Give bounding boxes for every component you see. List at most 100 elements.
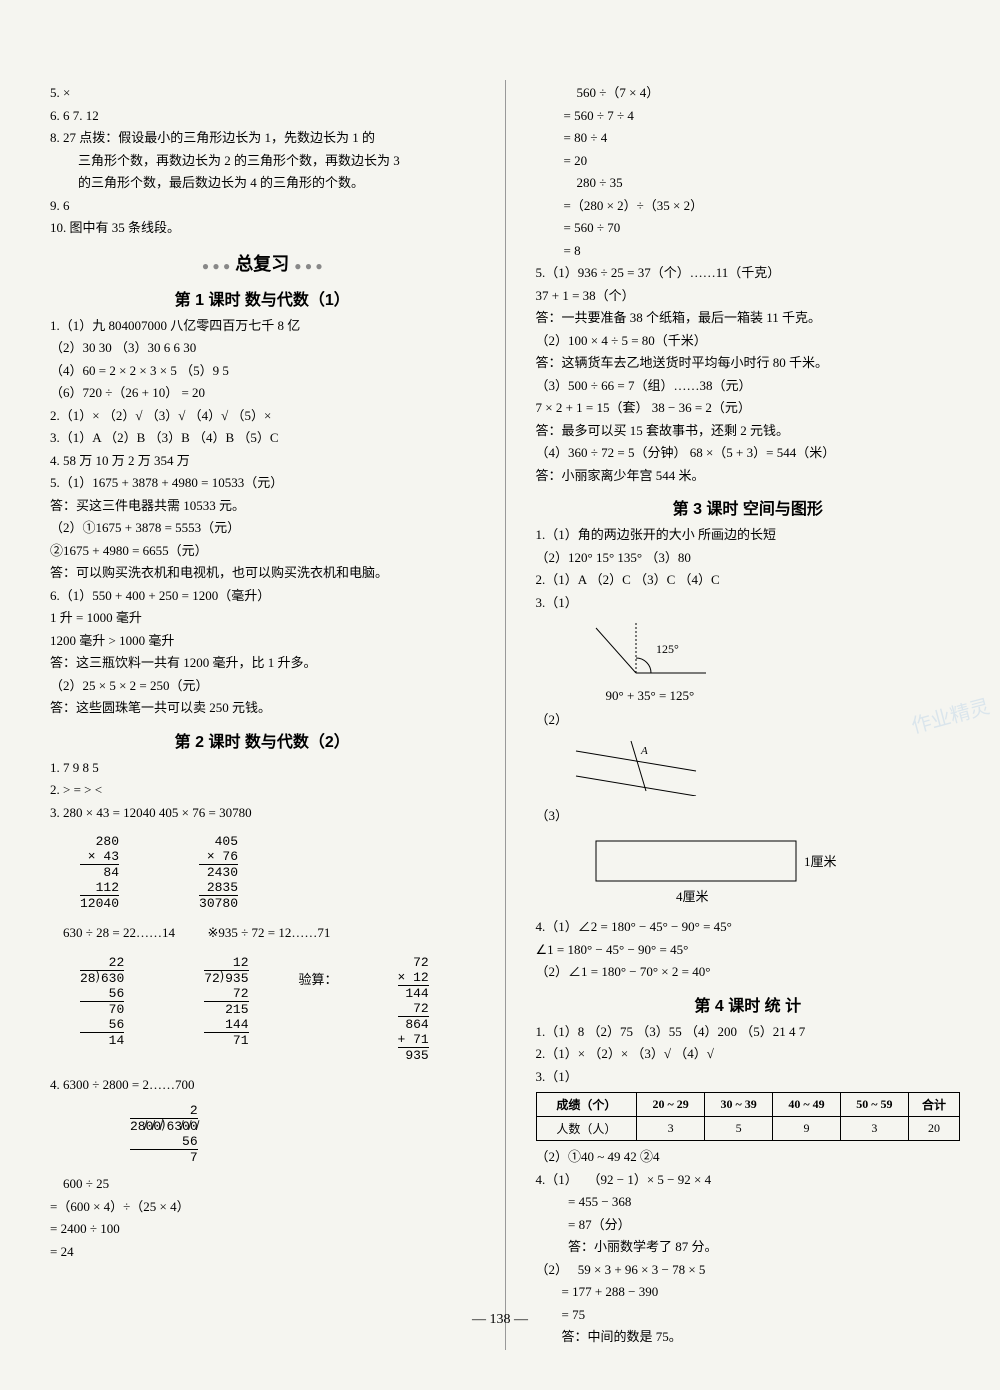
text: （3） <box>536 806 961 826</box>
text: 2.（1）× （2）× （3）√ （4）√ <box>536 1044 961 1064</box>
text: 答：可以购买洗衣机和电视机，也可以购买洗衣机和电脑。 <box>50 563 475 583</box>
verify-label: 验算： <box>299 972 338 987</box>
text: = 87（分） <box>536 1215 961 1235</box>
td: 9 <box>773 1117 841 1141</box>
dots-icon: ● ● ● <box>202 259 230 273</box>
text: 5.（1）1675 + 3878 + 4980 = 10533（元） <box>50 473 475 493</box>
text: 630 ÷ 28 = 22……14 ※935 ÷ 72 = 12……71 <box>50 923 475 943</box>
calc: = 2400 ÷ 100 <box>50 1219 475 1239</box>
text: 答：这三瓶饮料一共有 1200 毫升，比 1 升多。 <box>50 653 475 673</box>
text: 3. 280 × 43 = 12040 405 × 76 = 30780 <box>50 803 475 823</box>
text: 4.（1） （92 − 1）× 5 − 92 × 4 <box>536 1170 961 1190</box>
text: 答：中间的数是 75。 <box>536 1327 961 1347</box>
text: 答：这些圆珠笔一共可以卖 250 元钱。 <box>50 698 475 718</box>
text: （2）25 × 5 × 2 = 250（元） <box>50 676 475 696</box>
calc: = 560 ÷ 7 ÷ 4 <box>564 106 961 126</box>
page-number: — 138 — <box>472 1312 528 1328</box>
text: （2）∠1 = 180° − 70° × 2 = 40° <box>536 962 961 982</box>
text: = 455 − 368 <box>536 1192 961 1212</box>
text: 2. > = > < <box>50 780 475 800</box>
text: ②1675 + 4980 = 6655（元） <box>50 541 475 561</box>
td: 20 <box>908 1117 959 1141</box>
dots-icon: ● ● ● <box>294 259 322 273</box>
th: 合计 <box>908 1093 959 1117</box>
text: 3.（1） <box>536 593 961 613</box>
text: 7 × 2 + 1 = 15（套） 38 − 36 = 2（元） <box>536 398 961 418</box>
angle-svg: 125° <box>566 618 726 688</box>
text: （2） <box>536 710 961 730</box>
text: （6）720 ÷（26 + 10） = 20 <box>50 383 475 403</box>
text: 1.（1）8 （2）75 （3）55 （4）200 （5）21 4 7 <box>536 1022 961 1042</box>
text: 5.（1）936 ÷ 25 = 37（个）……11（千克） <box>536 263 961 283</box>
text: 5. × <box>50 83 475 103</box>
rect-height: 1厘米 <box>804 854 837 869</box>
text: = 75 <box>536 1305 961 1325</box>
text: （2）①40 ~ 49 42 ②4 <box>536 1147 961 1167</box>
text: 6.（1）550 + 400 + 250 = 1200（毫升） <box>50 586 475 606</box>
text: 4.（1）∠2 = 180° − 45° − 90° = 45° <box>536 917 961 937</box>
text: 1. 7 9 8 5 <box>50 758 475 778</box>
column-divider <box>505 80 506 1350</box>
angle-diagram: 125° 90° + 35° = 125° <box>566 618 961 704</box>
text: 答：最多可以买 15 套故事书，还剩 2 元钱。 <box>536 421 961 441</box>
text: （3）500 ÷ 66 = 7（组）……38（元） <box>536 376 961 396</box>
td: 人数（人） <box>536 1117 637 1141</box>
text: 8. 27 点拨：假设最小的三角形边长为 1，先数边长为 1 的 <box>50 128 475 148</box>
left-column: 5. × 6. 6 7. 12 8. 27 点拨：假设最小的三角形边长为 1，先… <box>50 80 475 1350</box>
parallel-svg: A <box>566 736 726 796</box>
th: 成绩（个） <box>536 1093 637 1117</box>
th: 20 ~ 29 <box>637 1093 705 1117</box>
multiplication-work: 280 × 43 84 112 12040 405 × 76 2430 2835… <box>50 828 475 917</box>
text: 答：这辆货车去乙地送货时平均每小时行 80 千米。 <box>536 353 961 373</box>
text: （4）60 = 2 × 2 × 3 × 5 （5）9 5 <box>50 361 475 381</box>
text: 9. 6 <box>50 196 475 216</box>
text: （2）100 × 4 ÷ 5 = 80（千米） <box>536 331 961 351</box>
text: （4）360 ÷ 72 = 5（分钟） 68 ×（5 + 3）= 544（米） <box>536 443 961 463</box>
text: （2）①1675 + 3878 = 5553（元） <box>50 518 475 538</box>
td: 3 <box>840 1117 908 1141</box>
text: 答：买这三件电器共需 10533 元。 <box>50 496 475 516</box>
text: 三角形个数，再数边长为 2 的三角形个数，再数边长为 3 <box>78 151 475 171</box>
calc: 560 ÷（7 × 4） <box>564 83 961 103</box>
text: = 177 + 288 − 390 <box>536 1282 961 1302</box>
text: 1200 毫升 > 1000 毫升 <box>50 631 475 651</box>
text: 1.（1）角的两边张开的大小 所画边的长短 <box>536 525 961 545</box>
text: （2）30 30 （3）30 6 6 30 <box>50 338 475 358</box>
section-title: ● ● ● 总复习 ● ● ● <box>50 250 475 276</box>
text: 3.（1）A （2）B （3）B （4）B （5）C <box>50 428 475 448</box>
text: 37 + 1 = 38（个） <box>536 286 961 306</box>
text: 答：小丽数学考了 87 分。 <box>536 1237 961 1257</box>
text: 3.（1） <box>536 1067 961 1087</box>
calc: =（600 × 4）÷（25 × 4） <box>50 1197 475 1217</box>
lesson-title: 第 3 课时 空间与图形 <box>536 495 961 519</box>
text: 的三角形个数，最后数边长为 4 的三角形的个数。 <box>78 173 475 193</box>
division-work: 2 28̸0̸0̸⟌63̸0̸0̸ 56 7 <box>130 1103 198 1165</box>
rect-width: 4厘米 <box>676 889 709 904</box>
division-work: 22 28⟌630 56 70 56 14 12 72⟌935 72 215 1… <box>50 949 475 1069</box>
right-column: 560 ÷（7 × 4） = 560 ÷ 7 ÷ 4 = 80 ÷ 4 = 20… <box>536 80 961 1350</box>
text: 2.（1）× （2）√ （3）√ （4）√ （5）× <box>50 406 475 426</box>
parallel-diagram: A <box>566 736 961 800</box>
calc: 280 ÷ 35 <box>564 173 961 193</box>
calc: = 80 ÷ 4 <box>564 128 961 148</box>
lesson-title: 第 1 课时 数与代数（1） <box>50 286 475 310</box>
svg-text:A: A <box>640 745 648 757</box>
calc: = 24 <box>50 1242 475 1262</box>
lesson-title: 第 4 课时 统 计 <box>536 992 961 1016</box>
text: 1.（1）九 804007000 八亿零四百万七千 8 亿 <box>50 316 475 336</box>
text: （2） 59 × 3 + 96 × 3 − 78 × 5 <box>536 1260 961 1280</box>
rect-diagram: 1厘米 4厘米 <box>566 831 961 911</box>
td: 3 <box>637 1117 705 1141</box>
calc: = 20 <box>564 151 961 171</box>
text: （2）120° 15° 135° （3）80 <box>536 548 961 568</box>
text: 答：小丽家离少年宫 544 米。 <box>536 466 961 486</box>
stat-table: 成绩（个） 20 ~ 29 30 ~ 39 40 ~ 49 50 ~ 59 合计… <box>536 1092 961 1141</box>
rect-svg: 1厘米 4厘米 <box>586 831 866 911</box>
th: 30 ~ 39 <box>705 1093 773 1117</box>
text: 10. 图中有 35 条线段。 <box>50 218 475 238</box>
calc: = 8 <box>564 241 961 261</box>
review-title: 总复习 <box>235 254 289 274</box>
text: 2.（1）A （2）C （3）C （4）C <box>536 570 961 590</box>
text: 4. 6300 ÷ 2800 = 2……700 <box>50 1075 475 1095</box>
td: 5 <box>705 1117 773 1141</box>
